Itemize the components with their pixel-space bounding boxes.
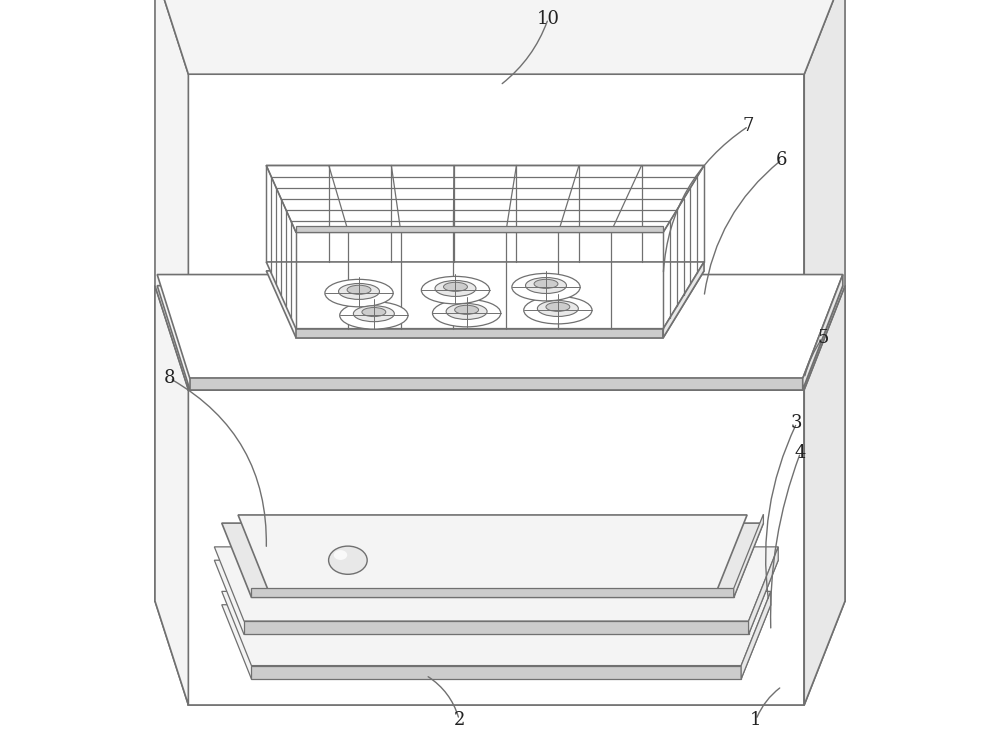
Text: 3: 3 — [791, 414, 803, 432]
Polygon shape — [266, 271, 704, 338]
Polygon shape — [155, 0, 188, 390]
Polygon shape — [155, 601, 845, 705]
Polygon shape — [251, 666, 741, 679]
Polygon shape — [804, 0, 845, 390]
Ellipse shape — [435, 280, 476, 297]
Text: 4: 4 — [795, 444, 806, 462]
Polygon shape — [157, 286, 843, 390]
Ellipse shape — [362, 307, 386, 317]
Polygon shape — [222, 605, 771, 679]
Ellipse shape — [455, 305, 479, 315]
Ellipse shape — [329, 546, 367, 574]
Ellipse shape — [432, 300, 501, 326]
Text: 2: 2 — [454, 711, 465, 729]
Text: 5: 5 — [817, 329, 828, 347]
Ellipse shape — [444, 282, 467, 292]
Polygon shape — [157, 275, 843, 378]
Ellipse shape — [421, 277, 490, 304]
Ellipse shape — [334, 550, 347, 560]
Polygon shape — [244, 621, 749, 634]
Polygon shape — [190, 378, 803, 390]
Polygon shape — [296, 226, 663, 232]
Ellipse shape — [534, 279, 558, 289]
Ellipse shape — [537, 301, 578, 317]
Polygon shape — [155, 286, 845, 601]
Polygon shape — [155, 286, 188, 705]
Polygon shape — [222, 523, 763, 597]
Ellipse shape — [526, 278, 566, 294]
Text: 6: 6 — [776, 151, 788, 168]
Text: 8: 8 — [164, 370, 176, 387]
Polygon shape — [741, 591, 771, 679]
Polygon shape — [188, 74, 804, 390]
Polygon shape — [749, 547, 778, 634]
Text: 1: 1 — [750, 711, 762, 729]
Polygon shape — [155, 0, 845, 74]
Polygon shape — [188, 390, 804, 705]
Ellipse shape — [512, 274, 580, 301]
Polygon shape — [214, 547, 778, 621]
Ellipse shape — [325, 280, 393, 307]
Polygon shape — [222, 591, 771, 666]
Text: 7: 7 — [743, 117, 754, 135]
Ellipse shape — [446, 303, 487, 320]
Polygon shape — [734, 514, 763, 597]
Text: 10: 10 — [537, 10, 560, 27]
Ellipse shape — [546, 302, 570, 312]
Ellipse shape — [339, 283, 379, 300]
Polygon shape — [214, 560, 778, 634]
Polygon shape — [266, 262, 704, 329]
Polygon shape — [804, 286, 845, 705]
Polygon shape — [238, 515, 747, 589]
Ellipse shape — [524, 297, 592, 324]
Ellipse shape — [340, 302, 408, 329]
Ellipse shape — [347, 285, 371, 295]
Polygon shape — [803, 275, 843, 390]
Polygon shape — [296, 329, 663, 338]
Ellipse shape — [353, 306, 394, 322]
Polygon shape — [663, 262, 704, 338]
Polygon shape — [251, 588, 734, 597]
